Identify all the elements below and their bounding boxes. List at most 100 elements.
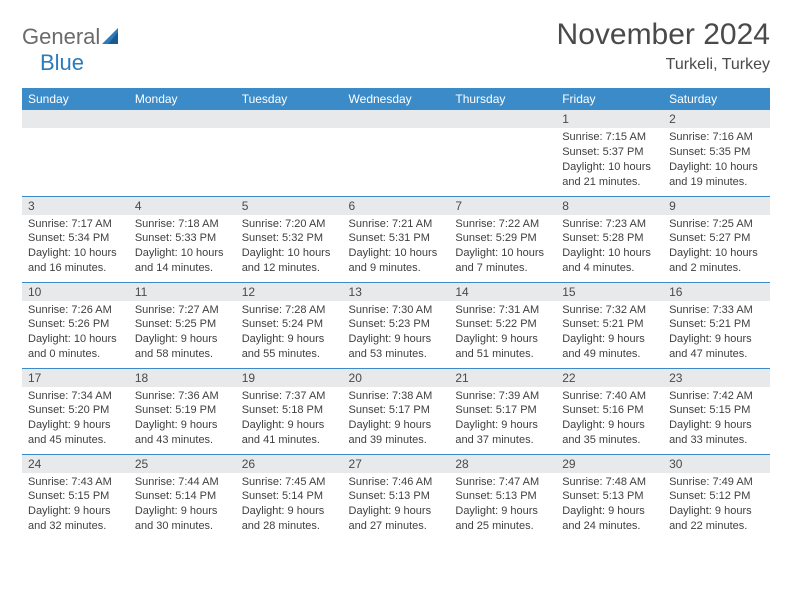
day-cell: 22Sunrise: 7:40 AMSunset: 5:16 PMDayligh… [556,368,663,454]
day-cell: 20Sunrise: 7:38 AMSunset: 5:17 PMDayligh… [343,368,450,454]
day-number: 5 [236,197,343,215]
day-header-cell: Saturday [663,88,770,110]
day-number: 26 [236,455,343,473]
day-cell: 1Sunrise: 7:15 AMSunset: 5:37 PMDaylight… [556,110,663,196]
day-cell: 29Sunrise: 7:48 AMSunset: 5:13 PMDayligh… [556,454,663,540]
day-cell [129,110,236,196]
day-content: Sunrise: 7:28 AMSunset: 5:24 PMDaylight:… [236,301,343,366]
day-content: Sunrise: 7:22 AMSunset: 5:29 PMDaylight:… [449,215,556,280]
day-content: Sunrise: 7:32 AMSunset: 5:21 PMDaylight:… [556,301,663,366]
day-content: Sunrise: 7:44 AMSunset: 5:14 PMDaylight:… [129,473,236,538]
day-number [236,110,343,128]
day-content: Sunrise: 7:46 AMSunset: 5:13 PMDaylight:… [343,473,450,538]
day-cell: 17Sunrise: 7:34 AMSunset: 5:20 PMDayligh… [22,368,129,454]
title-block: November 2024 Turkeli, Turkey [557,18,770,74]
day-number: 19 [236,369,343,387]
day-number: 24 [22,455,129,473]
day-cell [22,110,129,196]
day-cell: 12Sunrise: 7:28 AMSunset: 5:24 PMDayligh… [236,282,343,368]
logo-sail-icon [102,28,124,49]
day-number [129,110,236,128]
day-content: Sunrise: 7:27 AMSunset: 5:25 PMDaylight:… [129,301,236,366]
day-number: 12 [236,283,343,301]
day-number: 30 [663,455,770,473]
day-content: Sunrise: 7:30 AMSunset: 5:23 PMDaylight:… [343,301,450,366]
calendar-table: SundayMondayTuesdayWednesdayThursdayFrid… [22,88,770,540]
week-row: 24Sunrise: 7:43 AMSunset: 5:15 PMDayligh… [22,454,770,540]
day-cell: 6Sunrise: 7:21 AMSunset: 5:31 PMDaylight… [343,196,450,282]
day-number [343,110,450,128]
day-cell: 2Sunrise: 7:16 AMSunset: 5:35 PMDaylight… [663,110,770,196]
day-content: Sunrise: 7:40 AMSunset: 5:16 PMDaylight:… [556,387,663,452]
day-number: 18 [129,369,236,387]
day-content: Sunrise: 7:37 AMSunset: 5:18 PMDaylight:… [236,387,343,452]
day-number: 6 [343,197,450,215]
day-cell: 23Sunrise: 7:42 AMSunset: 5:15 PMDayligh… [663,368,770,454]
day-number: 2 [663,110,770,128]
day-content: Sunrise: 7:48 AMSunset: 5:13 PMDaylight:… [556,473,663,538]
day-number: 15 [556,283,663,301]
day-header-cell: Tuesday [236,88,343,110]
day-cell: 25Sunrise: 7:44 AMSunset: 5:14 PMDayligh… [129,454,236,540]
day-number: 13 [343,283,450,301]
day-content: Sunrise: 7:38 AMSunset: 5:17 PMDaylight:… [343,387,450,452]
day-number: 10 [22,283,129,301]
day-content: Sunrise: 7:21 AMSunset: 5:31 PMDaylight:… [343,215,450,280]
day-content: Sunrise: 7:47 AMSunset: 5:13 PMDaylight:… [449,473,556,538]
day-cell: 18Sunrise: 7:36 AMSunset: 5:19 PMDayligh… [129,368,236,454]
day-number: 25 [129,455,236,473]
day-cell: 15Sunrise: 7:32 AMSunset: 5:21 PMDayligh… [556,282,663,368]
day-content: Sunrise: 7:33 AMSunset: 5:21 PMDaylight:… [663,301,770,366]
week-row: 3Sunrise: 7:17 AMSunset: 5:34 PMDaylight… [22,196,770,282]
day-content: Sunrise: 7:26 AMSunset: 5:26 PMDaylight:… [22,301,129,366]
day-number: 7 [449,197,556,215]
location: Turkeli, Turkey [557,56,770,74]
logo-text-block: General Blue [22,24,124,76]
day-cell [236,110,343,196]
day-content: Sunrise: 7:17 AMSunset: 5:34 PMDaylight:… [22,215,129,280]
logo-text-blue: Blue [40,50,84,75]
day-cell: 26Sunrise: 7:45 AMSunset: 5:14 PMDayligh… [236,454,343,540]
day-number: 17 [22,369,129,387]
day-cell: 13Sunrise: 7:30 AMSunset: 5:23 PMDayligh… [343,282,450,368]
day-number [22,110,129,128]
day-content: Sunrise: 7:39 AMSunset: 5:17 PMDaylight:… [449,387,556,452]
day-content: Sunrise: 7:20 AMSunset: 5:32 PMDaylight:… [236,215,343,280]
month-title: November 2024 [557,18,770,52]
calendar-page: General Blue November 2024 Turkeli, Turk… [0,0,792,550]
day-header-cell: Monday [129,88,236,110]
day-number: 14 [449,283,556,301]
day-content: Sunrise: 7:16 AMSunset: 5:35 PMDaylight:… [663,128,770,193]
day-cell: 24Sunrise: 7:43 AMSunset: 5:15 PMDayligh… [22,454,129,540]
day-content: Sunrise: 7:25 AMSunset: 5:27 PMDaylight:… [663,215,770,280]
day-number: 29 [556,455,663,473]
day-header-cell: Friday [556,88,663,110]
week-row: 17Sunrise: 7:34 AMSunset: 5:20 PMDayligh… [22,368,770,454]
day-cell: 4Sunrise: 7:18 AMSunset: 5:33 PMDaylight… [129,196,236,282]
day-content: Sunrise: 7:18 AMSunset: 5:33 PMDaylight:… [129,215,236,280]
day-number: 8 [556,197,663,215]
day-cell: 3Sunrise: 7:17 AMSunset: 5:34 PMDaylight… [22,196,129,282]
day-number: 11 [129,283,236,301]
day-content: Sunrise: 7:36 AMSunset: 5:19 PMDaylight:… [129,387,236,452]
day-content: Sunrise: 7:45 AMSunset: 5:14 PMDaylight:… [236,473,343,538]
day-number: 27 [343,455,450,473]
day-cell: 11Sunrise: 7:27 AMSunset: 5:25 PMDayligh… [129,282,236,368]
day-cell: 5Sunrise: 7:20 AMSunset: 5:32 PMDaylight… [236,196,343,282]
day-cell: 16Sunrise: 7:33 AMSunset: 5:21 PMDayligh… [663,282,770,368]
header: General Blue November 2024 Turkeli, Turk… [22,18,770,76]
day-cell: 30Sunrise: 7:49 AMSunset: 5:12 PMDayligh… [663,454,770,540]
day-content: Sunrise: 7:31 AMSunset: 5:22 PMDaylight:… [449,301,556,366]
day-number: 1 [556,110,663,128]
day-content: Sunrise: 7:43 AMSunset: 5:15 PMDaylight:… [22,473,129,538]
day-header-cell: Thursday [449,88,556,110]
day-cell [449,110,556,196]
day-number: 3 [22,197,129,215]
week-row: 1Sunrise: 7:15 AMSunset: 5:37 PMDaylight… [22,110,770,196]
day-number: 21 [449,369,556,387]
day-header-cell: Wednesday [343,88,450,110]
day-number: 4 [129,197,236,215]
day-cell: 8Sunrise: 7:23 AMSunset: 5:28 PMDaylight… [556,196,663,282]
day-cell: 9Sunrise: 7:25 AMSunset: 5:27 PMDaylight… [663,196,770,282]
day-number: 22 [556,369,663,387]
